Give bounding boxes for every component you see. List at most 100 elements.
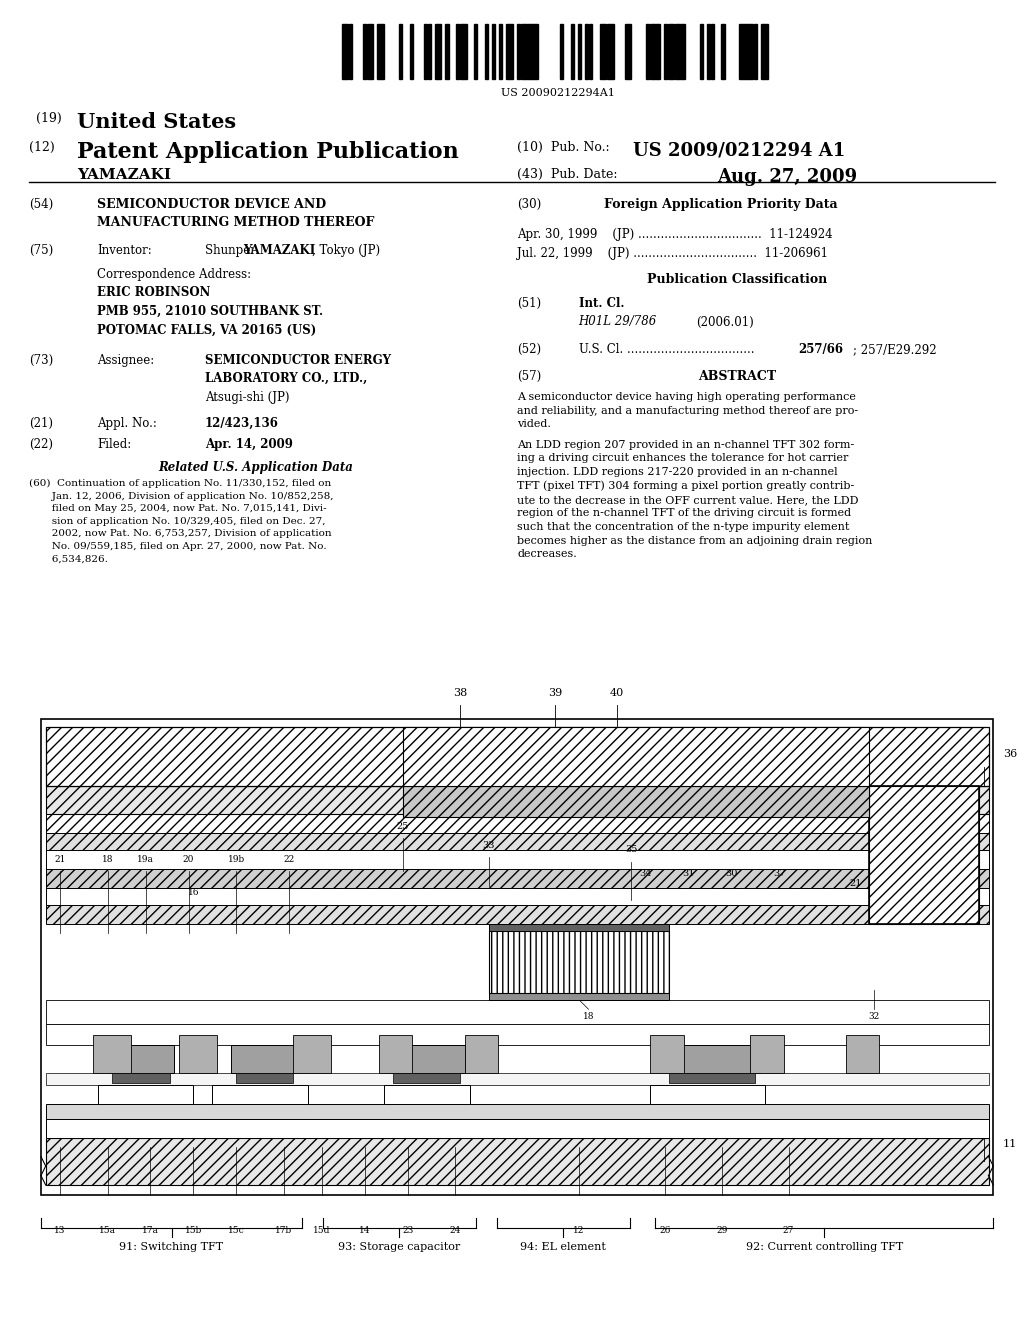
Bar (578, 24, 582, 79)
Bar (657, 24, 660, 79)
Text: United States: United States (77, 112, 236, 132)
Text: H01L 29/786: H01L 29/786 (579, 315, 656, 329)
Text: 93: Storage capacitor: 93: Storage capacitor (338, 1242, 461, 1253)
Bar (653, 24, 656, 79)
Text: (52): (52) (517, 343, 542, 356)
Bar (98, 1085, 194, 1105)
Bar (650, 1085, 765, 1105)
Bar (589, 24, 592, 79)
Bar (721, 24, 725, 79)
Text: 19b: 19b (227, 855, 245, 865)
Bar (384, 1085, 469, 1105)
Text: (54): (54) (29, 198, 53, 211)
Text: 15c: 15c (227, 1225, 245, 1234)
Bar (410, 24, 413, 79)
Bar (493, 24, 496, 79)
Bar (113, 1073, 170, 1082)
Bar (500, 24, 503, 79)
Text: 29: 29 (716, 1225, 728, 1234)
Bar (457, 24, 460, 79)
Text: Foreign Application Priority Data: Foreign Application Priority Data (604, 198, 838, 211)
Text: SEMICONDUCTOR ENERGY: SEMICONDUCTOR ENERGY (205, 354, 391, 367)
Text: Appl. No.:: Appl. No.: (97, 417, 157, 430)
Text: 20: 20 (183, 855, 195, 865)
Text: 32: 32 (868, 1011, 880, 1020)
Text: 37: 37 (773, 869, 785, 878)
Text: (51): (51) (517, 297, 542, 310)
Bar (665, 1045, 760, 1073)
Bar (46, 1023, 988, 1045)
Bar (46, 869, 988, 888)
Text: 25: 25 (396, 821, 409, 830)
Text: 35: 35 (626, 845, 638, 854)
Bar (517, 24, 520, 79)
Text: Apr. 30, 1999    (JP) .................................  11-124924: Apr. 30, 1999 (JP) .....................… (517, 228, 833, 242)
Bar (402, 726, 869, 785)
Bar (560, 24, 563, 79)
Text: SEMICONDUCTOR DEVICE AND: SEMICONDUCTOR DEVICE AND (97, 198, 327, 211)
Bar (764, 24, 768, 79)
Bar (665, 24, 668, 79)
Text: (73): (73) (29, 354, 53, 367)
Bar (711, 24, 714, 79)
Bar (488, 993, 670, 999)
Bar (231, 1045, 298, 1073)
Bar (524, 24, 527, 79)
Bar (348, 24, 352, 79)
Text: (2006.01): (2006.01) (696, 315, 754, 329)
Bar (485, 24, 488, 79)
Bar (571, 24, 574, 79)
Bar (520, 24, 524, 79)
Bar (46, 1105, 988, 1118)
Text: (60)  Continuation of application No. 11/330,152, filed on
       Jan. 12, 2006,: (60) Continuation of application No. 11/… (29, 479, 333, 564)
Text: 257/66: 257/66 (799, 343, 844, 356)
Bar (670, 1073, 756, 1082)
Text: Shunpei: Shunpei (205, 244, 258, 257)
Text: 16: 16 (187, 888, 199, 898)
Bar (488, 924, 670, 931)
Bar (650, 24, 653, 79)
Text: (12): (12) (29, 141, 54, 154)
Text: (10)  Pub. No.:: (10) Pub. No.: (517, 141, 609, 154)
Bar (528, 24, 531, 79)
Text: (30): (30) (517, 198, 542, 211)
Text: Patent Application Publication: Patent Application Publication (77, 141, 459, 164)
Text: 94: EL element: 94: EL element (520, 1242, 606, 1253)
Text: 23: 23 (402, 1225, 414, 1234)
Text: 11: 11 (1002, 1139, 1017, 1150)
Text: 17a: 17a (142, 1225, 159, 1234)
Text: 91: Switching TFT: 91: Switching TFT (120, 1242, 223, 1253)
Bar (629, 24, 632, 79)
Bar (675, 24, 678, 79)
Text: An LDD region 207 provided in an n-channel TFT 302 form-
ing a driving circuit e: An LDD region 207 provided in an n-chann… (517, 440, 872, 560)
Bar (46, 1073, 988, 1085)
Text: Assignee:: Assignee: (97, 354, 155, 367)
Text: Publication Classification: Publication Classification (647, 273, 827, 286)
Text: 92: Current controlling TFT: 92: Current controlling TFT (745, 1242, 903, 1253)
Text: Related U.S. Application Data: Related U.S. Application Data (159, 461, 353, 474)
Bar (46, 785, 988, 814)
Text: Filed:: Filed: (97, 438, 131, 451)
Text: 24: 24 (450, 1225, 461, 1234)
Bar (377, 24, 381, 79)
Bar (434, 24, 438, 79)
Text: LABORATORY CO., LTD.,: LABORATORY CO., LTD., (205, 372, 367, 385)
Text: 17b: 17b (275, 1225, 293, 1234)
Text: U.S. Cl. ..................................: U.S. Cl. ...............................… (579, 343, 754, 356)
Bar (364, 24, 367, 79)
Bar (345, 24, 348, 79)
Bar (46, 833, 988, 850)
Bar (438, 24, 441, 79)
Bar (381, 24, 384, 79)
Text: A semiconductor device having high operating performance
and reliability, and a : A semiconductor device having high opera… (517, 392, 858, 429)
Text: (21): (21) (29, 417, 52, 430)
Bar (531, 24, 535, 79)
Bar (846, 1035, 879, 1073)
Bar (41, 719, 993, 1195)
Text: MANUFACTURING METHOD THEREOF: MANUFACTURING METHOD THEREOF (97, 216, 375, 230)
Text: US 20090212294A1: US 20090212294A1 (501, 88, 615, 99)
Text: 21: 21 (849, 879, 861, 888)
Text: 26: 26 (659, 1225, 671, 1234)
Bar (610, 24, 613, 79)
Text: US 2009/0212294 A1: US 2009/0212294 A1 (633, 141, 845, 160)
